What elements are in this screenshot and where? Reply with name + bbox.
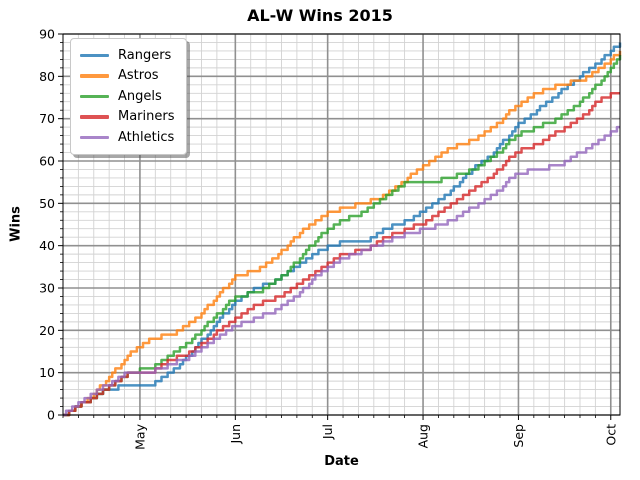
series-line-rangers [63, 42, 622, 417]
legend-line-swatch-astros [80, 74, 109, 78]
series-lines [63, 42, 622, 417]
x-tick-label: Jul [320, 424, 335, 440]
y-tick-label: 90 [39, 27, 55, 42]
x-tick-label: Sep [511, 424, 526, 448]
legend-item-astros: Astros [80, 66, 175, 87]
legend-item-rangers: Rangers [80, 45, 175, 66]
x-tick-label: Jun [228, 424, 243, 445]
series-line-angels [63, 55, 622, 417]
series-line-athletics [63, 125, 620, 417]
axis-ticks [58, 33, 612, 420]
x-tick-labels: May Jun Jul Aug Sep Oct [132, 423, 618, 449]
y-tick-label: 40 [39, 238, 55, 253]
legend-line-swatch-athletics [80, 135, 109, 139]
legend-item-mariners: Mariners [80, 107, 175, 128]
x-tick-label: Aug [416, 424, 431, 448]
y-tick-label: 0 [47, 408, 55, 423]
y-tick-label: 60 [39, 154, 55, 169]
y-tick-label: 30 [39, 281, 55, 296]
legend-label-rangers: Rangers [118, 47, 172, 63]
legend-label-angels: Angels [118, 88, 162, 104]
legend-item-athletics: Athletics [80, 127, 175, 148]
y-tick-label: 20 [39, 323, 55, 338]
y-tick-label: 50 [39, 196, 55, 211]
legend-line-swatch-mariners [80, 115, 109, 119]
y-tick-label: 70 [39, 111, 55, 126]
y-tick-labels: 0 10 20 30 40 50 60 70 80 90 [39, 27, 55, 423]
y-tick-label: 10 [39, 365, 55, 380]
x-tick-label: Oct [603, 424, 618, 446]
legend-item-angels: Angels [80, 86, 175, 107]
series-line-astros [63, 50, 622, 417]
y-tick-label: 80 [39, 69, 55, 84]
legend-label-mariners: Mariners [118, 109, 175, 125]
legend: Rangers Astros Angels Mariners Athletics [70, 38, 187, 155]
legend-line-swatch-rangers [80, 53, 109, 57]
axes-spines [62, 33, 621, 416]
series-line-mariners [63, 92, 620, 417]
x-tick-label: May [132, 423, 147, 449]
legend-label-athletics: Athletics [118, 129, 175, 145]
legend-line-swatch-angels [80, 94, 109, 98]
chart-title: AL-W Wins 2015 [247, 6, 393, 25]
legend-label-astros: Astros [118, 68, 159, 84]
x-axis-label: Date [324, 454, 359, 469]
